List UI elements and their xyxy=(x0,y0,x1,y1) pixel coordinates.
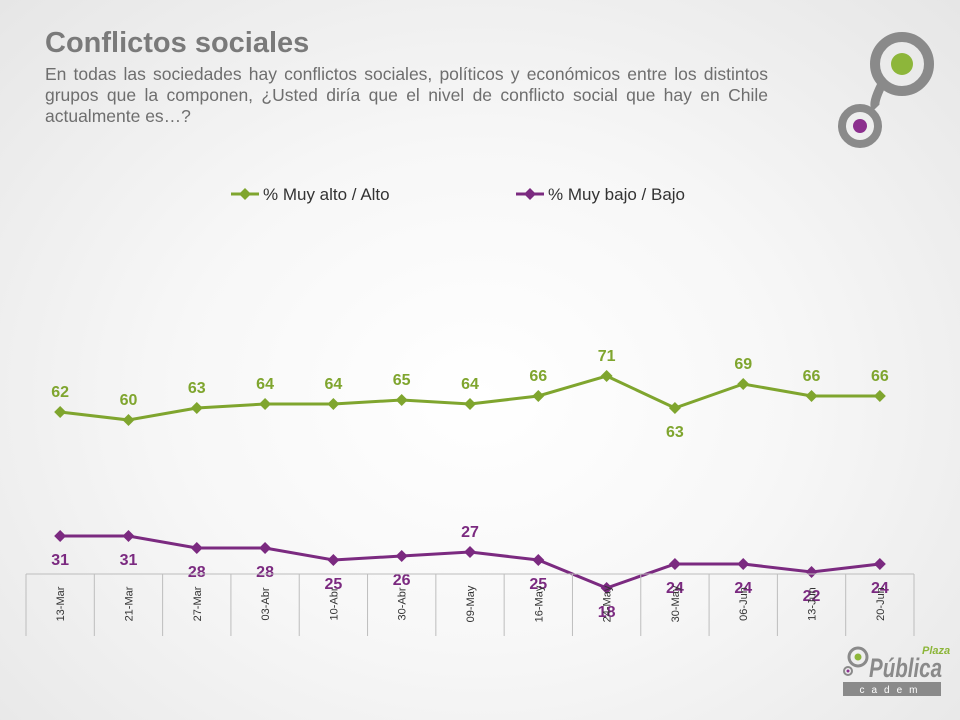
data-point xyxy=(259,398,272,410)
data-label: 63 xyxy=(666,424,684,441)
data-point xyxy=(464,398,476,410)
data-point xyxy=(873,390,886,402)
logo-plaza-text: Plaza xyxy=(922,645,950,657)
x-tick-label: 03-Abr xyxy=(260,587,272,620)
brand-rings-logo xyxy=(838,32,934,148)
x-tick-label: 24-May xyxy=(602,585,614,622)
data-label: 28 xyxy=(256,564,274,581)
data-label: 31 xyxy=(120,552,138,569)
data-label: 28 xyxy=(188,564,206,581)
data-point xyxy=(668,558,681,570)
data-point xyxy=(600,370,613,382)
series-line-bajo xyxy=(60,534,881,590)
data-label: 64 xyxy=(256,376,274,393)
data-label: 27 xyxy=(461,524,479,541)
data-label: 25 xyxy=(529,576,547,593)
data-label: 64 xyxy=(461,376,479,393)
data-point xyxy=(54,406,67,418)
data-label: 65 xyxy=(393,372,411,389)
x-tick-label: 10-Abr xyxy=(328,587,340,620)
data-point xyxy=(532,390,545,402)
data-point xyxy=(737,378,750,390)
x-tick-label: 13-Mar xyxy=(55,586,67,621)
data-label: 22 xyxy=(803,588,821,605)
x-tick-label: 27-Mar xyxy=(192,586,204,621)
data-point xyxy=(805,566,818,578)
data-label: 25 xyxy=(324,576,342,593)
data-label: 62 xyxy=(51,384,69,401)
data-label: 63 xyxy=(188,380,206,397)
data-label: 64 xyxy=(324,376,342,393)
legend-item-bajo: % Muy bajo / Bajo xyxy=(516,185,685,204)
data-point xyxy=(668,402,681,414)
legend: % Muy alto / Alto % Muy bajo / Bajo xyxy=(231,185,685,204)
data-label: 66 xyxy=(529,368,547,385)
x-tick-label: 30-Abr xyxy=(397,587,409,620)
x-tick-label: 13-Jun xyxy=(807,587,819,621)
plaza-publica-cadem-logo: Plaza Pública cadem xyxy=(843,645,950,696)
data-point xyxy=(873,558,886,570)
data-label: 31 xyxy=(51,552,69,569)
x-axis: 13-Mar 21-Mar 27-Mar 03-Abr 10-Abr 30-Abr 09-M… xyxy=(25,573,915,636)
x-tick-label: 09-May xyxy=(465,585,477,622)
x-tick-label: 21-Mar xyxy=(123,586,135,621)
legend-item-alto: % Muy alto / Alto xyxy=(231,185,390,204)
data-point xyxy=(259,542,272,554)
data-label: 24 xyxy=(666,580,684,597)
data-label: 24 xyxy=(871,580,889,597)
x-tick-label: 06-Jun xyxy=(738,587,750,621)
data-point xyxy=(327,398,340,410)
x-tick-label: 16-May xyxy=(533,585,545,622)
data-point xyxy=(190,542,203,554)
data-point xyxy=(805,390,818,402)
page-title: Conflictos sociales xyxy=(45,27,310,59)
data-point xyxy=(395,394,408,406)
data-label: 24 xyxy=(734,580,752,597)
legend-label-bajo: % Muy bajo / Bajo xyxy=(548,185,685,204)
data-point xyxy=(737,558,750,570)
data-label: 66 xyxy=(803,368,821,385)
data-point xyxy=(600,582,613,594)
data-label: 66 xyxy=(871,368,889,385)
x-tick-label: 30-May xyxy=(670,585,682,622)
data-point xyxy=(532,554,545,566)
data-label: 26 xyxy=(393,572,411,589)
data-point xyxy=(54,530,67,542)
legend-label-alto: % Muy alto / Alto xyxy=(263,185,390,204)
data-label: 18 xyxy=(598,604,616,621)
data-label: 60 xyxy=(120,392,138,409)
data-point xyxy=(190,402,203,414)
data-label: 69 xyxy=(734,356,752,373)
data-label: 71 xyxy=(598,348,616,365)
survey-question: En todas las sociedades hay conflictos s… xyxy=(45,64,768,126)
x-tick-label: 20-Jun xyxy=(875,587,887,621)
logo-publica-text: Pública xyxy=(869,653,942,683)
data-point xyxy=(122,414,135,426)
data-point xyxy=(464,546,476,558)
data-point xyxy=(327,554,340,566)
data-point xyxy=(395,550,408,562)
logo-cadem-text: cadem xyxy=(859,685,924,696)
plot-area: 62 60 63 64 64 65 64 66 71 63 69 66 66 31 31 28 28 25 26 27… xyxy=(51,348,889,621)
data-point xyxy=(122,530,135,542)
